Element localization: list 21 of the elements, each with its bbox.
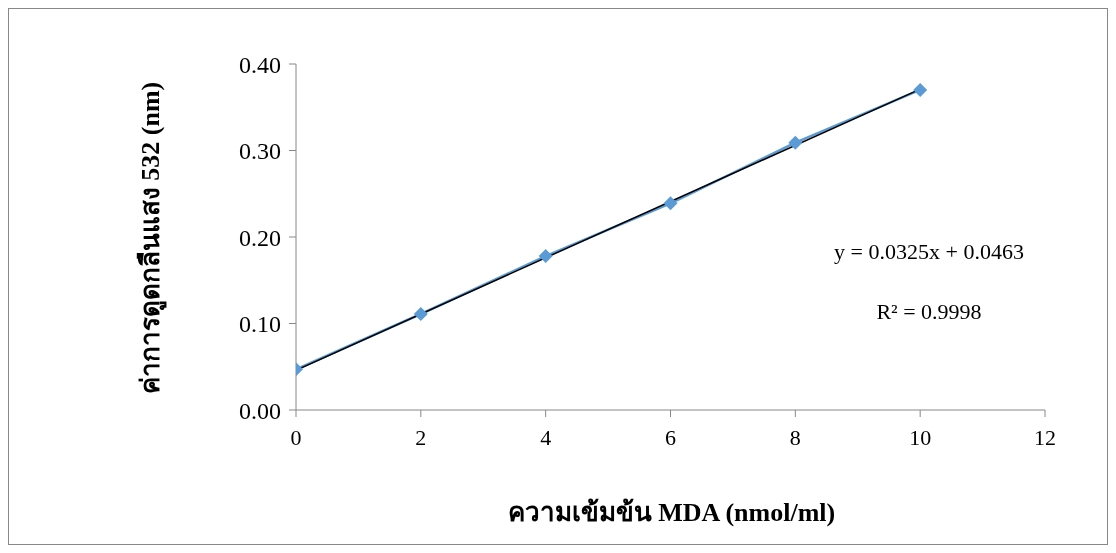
x-tick-label: 10 [909, 424, 932, 450]
y-tick-label: 0.40 [239, 51, 281, 78]
x-tick-label: 8 [789, 424, 801, 450]
x-tick-label: 4 [540, 424, 552, 450]
point [663, 196, 678, 211]
y-tick-label: 0.20 [239, 224, 281, 251]
point [788, 135, 803, 150]
x-tick-label: 2 [415, 424, 427, 450]
point [413, 306, 428, 321]
y-tick-label: 0.00 [239, 397, 281, 424]
x-axis-title: ความเข้มข้น MDA (nmol/ml) [506, 497, 837, 529]
x-tick-label: 12 [1034, 424, 1056, 450]
y-tick-label: 0.30 [239, 138, 281, 165]
point [538, 249, 553, 264]
x-tick-label: 6 [665, 424, 676, 450]
annotation: y = 0.0325x + 0.0463 [833, 239, 1025, 265]
y-tick-label: 0.10 [239, 311, 281, 338]
point [913, 82, 928, 97]
annotation: R² = 0.9998 [875, 299, 983, 325]
x-tick-label: 0 [290, 424, 302, 450]
y-axis-title: ค่าการดูดกลืนแสง 532 (nm) [134, 81, 168, 395]
